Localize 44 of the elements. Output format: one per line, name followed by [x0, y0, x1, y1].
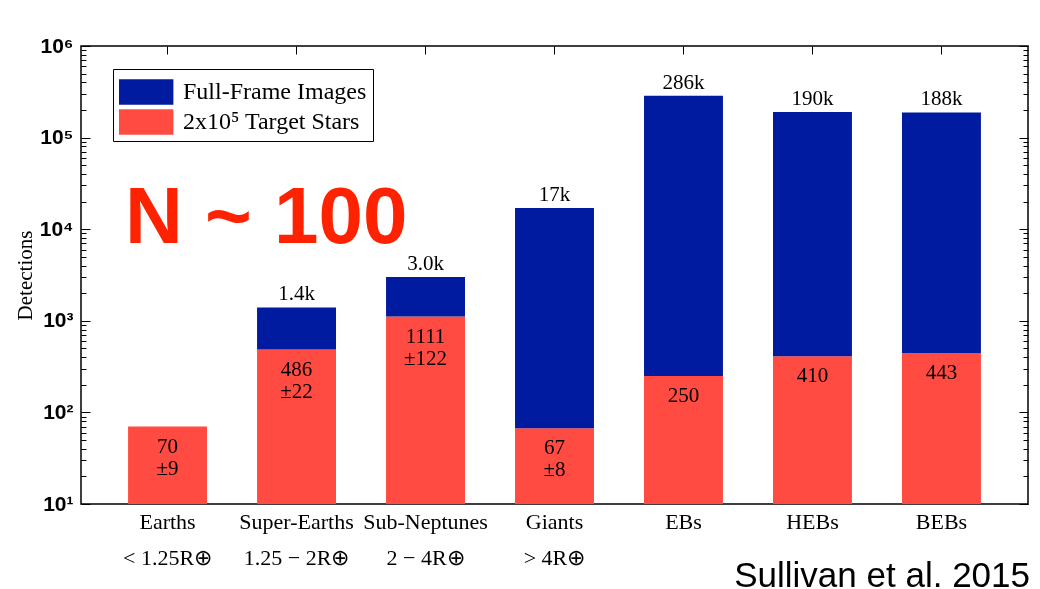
x-tick-label: Super-Earths 1.25 − 2R⊕ [239, 508, 354, 570]
data-label: 1111 ±122 [404, 323, 448, 370]
data-label: 410 [796, 363, 829, 388]
data-label: 250 [667, 382, 700, 407]
bar [515, 208, 594, 429]
y-axis-title: Detections [12, 230, 37, 321]
y-tick-label: 10⁴ [39, 216, 74, 240]
x-tick-label: BEBs [915, 508, 968, 534]
bar [901, 112, 981, 354]
bar [257, 349, 336, 504]
total-label: 3.0k [407, 251, 445, 276]
data-label: 486 ±22 [280, 356, 313, 403]
bar [257, 307, 336, 350]
x-tick-label: Earths < 1.25R⊕ [123, 508, 213, 570]
x-tick-label: EBs [665, 508, 702, 534]
x-tick-label: Sub-Neptunes 2 − 4R⊕ [363, 508, 488, 570]
annotation: N ~ 100 [125, 171, 408, 260]
legend-label: Full-Frame Images [183, 78, 367, 104]
total-label: 190k [791, 86, 834, 111]
y-tick-label: 10⁶ [40, 33, 74, 57]
data-label: 70 ±9 [156, 433, 179, 480]
x-tick-label: Giants > 4R⊕ [523, 508, 586, 570]
total-label: 1.4k [278, 281, 316, 306]
x-tick-label: HEBs [786, 508, 839, 534]
bar [773, 112, 852, 357]
y-tick-label: 10⁵ [40, 125, 74, 149]
data-label: 67 ±8 [543, 435, 566, 482]
total-label: 188k [920, 86, 963, 111]
total-label: 17k [538, 182, 571, 207]
bar [644, 95, 723, 376]
bar [901, 353, 981, 504]
legend-label: 2x10⁵ Target Stars [183, 108, 360, 134]
y-tick-label: 10² [43, 399, 74, 423]
y-tick-label: 10³ [43, 308, 74, 332]
data-label: 443 [925, 360, 958, 385]
bar [515, 428, 594, 504]
bar [773, 356, 852, 504]
bar [386, 316, 465, 504]
text: Sullivan et al. 2015 [734, 555, 1030, 589]
y-tick-label: 10¹ [43, 491, 74, 515]
bar [128, 426, 208, 504]
bar [386, 277, 465, 317]
total-label: 286k [662, 69, 705, 94]
bar [644, 375, 723, 504]
